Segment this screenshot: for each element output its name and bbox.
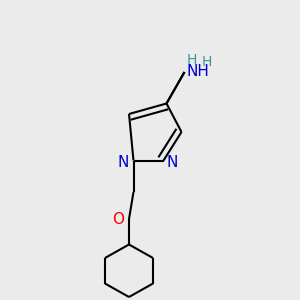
Text: N: N [167, 155, 178, 170]
Text: NH: NH [187, 64, 209, 79]
Text: O: O [112, 212, 124, 226]
Text: H: H [201, 56, 212, 69]
Text: H: H [187, 53, 197, 67]
Text: N: N [117, 155, 129, 170]
